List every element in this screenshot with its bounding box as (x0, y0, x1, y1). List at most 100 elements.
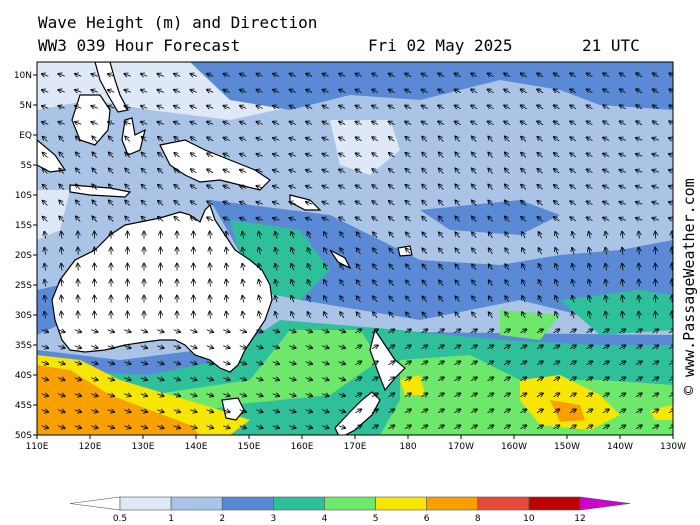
wave-arrow (505, 312, 509, 319)
wave-arrow (503, 409, 510, 413)
wave-arrow (41, 378, 49, 380)
lat-tick-label: 25S (15, 281, 32, 291)
wave-arrow (602, 409, 609, 413)
wave-arrow (421, 89, 428, 92)
wave-arrow (107, 362, 115, 364)
wave-arrow (622, 248, 623, 255)
wave-arrow (124, 90, 131, 93)
wave-arrow (124, 346, 131, 348)
wave-arrow (505, 168, 510, 174)
wave-arrow (191, 217, 197, 222)
wave-arrow (259, 312, 261, 319)
wave-arrow (438, 73, 445, 76)
wave-arrow (537, 169, 543, 174)
wave-arrow (74, 362, 82, 364)
wave-arrow (239, 410, 247, 412)
wave-arrow (622, 264, 623, 271)
wave-arrow (124, 378, 131, 380)
wave-arrow (553, 345, 559, 349)
wave-arrow (259, 296, 261, 303)
wave-arrow (78, 296, 79, 303)
wave-arrow (405, 217, 411, 222)
wave-arrow (570, 169, 577, 173)
wave-arrow (322, 218, 329, 221)
wave-arrow (455, 200, 461, 206)
lon-tick-label: 170E (344, 442, 367, 452)
wave-arrow (108, 122, 115, 125)
wave-arrow (124, 122, 131, 125)
wave-arrow (372, 169, 379, 174)
wave-arrow (520, 409, 526, 413)
wave-arrow (620, 89, 626, 93)
wave-arrow (289, 170, 296, 172)
wave-arrow (405, 153, 411, 158)
legend-right-arrow (579, 496, 631, 511)
wave-arrow (355, 153, 362, 157)
wave-arrow (42, 106, 49, 108)
wave-arrow (125, 184, 131, 190)
wave-arrow (157, 122, 164, 125)
wave-arrow (653, 73, 659, 77)
wave-arrow (422, 312, 428, 318)
wave-arrow (439, 248, 444, 254)
wave-arrow (206, 394, 214, 396)
wave-arrow (421, 393, 427, 397)
wave-arrow (470, 361, 477, 365)
wave-arrow (439, 296, 444, 302)
wave-arrow (44, 264, 45, 271)
wave-arrow (275, 312, 277, 319)
legend-tick-label: 5 (373, 514, 379, 524)
wave-arrow (273, 106, 280, 109)
wave-arrow (454, 121, 461, 124)
wave-arrow (242, 264, 243, 271)
lon-tick-label: 110E (26, 442, 49, 452)
wave-arrow (76, 216, 81, 222)
legend-tick-label: 2 (219, 514, 225, 524)
wave-arrow (42, 90, 49, 92)
wave-arrow (553, 393, 559, 397)
wave-arrow (603, 217, 610, 220)
credit-watermark: © www.PassageWeather.com (680, 178, 698, 395)
wave-arrow (405, 105, 412, 108)
wave-arrow (455, 264, 460, 270)
wave-arrow (43, 137, 48, 142)
wave-arrow (602, 425, 609, 429)
wave-arrow (389, 312, 395, 318)
wave-arrow (339, 169, 346, 172)
wave-arrow (107, 394, 115, 396)
wave-arrow (586, 425, 592, 429)
legend-tick-label: 0.5 (113, 514, 127, 524)
wave-arrow (438, 121, 445, 124)
wave-arrow (405, 201, 411, 206)
wave-arrow (636, 138, 643, 140)
wave-arrow (505, 152, 510, 158)
legend-swatch (426, 496, 479, 511)
wave-arrow (76, 152, 81, 158)
wave-arrow (140, 378, 148, 380)
wave-arrow (340, 264, 344, 271)
wave-arrow (520, 329, 526, 333)
wave-arrow (669, 105, 673, 109)
wave-arrow (273, 74, 280, 77)
wave-arrow (589, 232, 591, 239)
wave-arrow (256, 90, 263, 93)
wave-arrow (505, 280, 509, 287)
wave-arrow (388, 121, 395, 124)
wave-arrow (652, 186, 659, 188)
wave-arrow (454, 377, 460, 381)
wave-arrow (190, 378, 197, 380)
wave-arrow (554, 201, 560, 206)
lat-tick-label: 15S (15, 221, 32, 231)
wave-arrow (405, 73, 412, 76)
lat-tick-label: 45S (15, 401, 32, 411)
wave-arrow (206, 362, 214, 364)
wave-arrow (273, 202, 280, 204)
wave-arrow (439, 168, 444, 174)
wave-arrow (405, 137, 411, 142)
wave-arrow (470, 377, 477, 381)
wave-arrow (273, 90, 280, 93)
legend-tick-label: 3 (270, 514, 276, 524)
wave-arrow (173, 378, 181, 380)
wave-arrow (256, 202, 263, 205)
wave-arrow (437, 425, 444, 429)
